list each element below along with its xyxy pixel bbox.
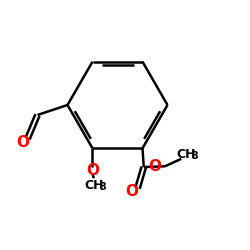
- Text: CH: CH: [84, 178, 104, 192]
- Text: O: O: [126, 184, 138, 199]
- Text: 3: 3: [191, 151, 198, 161]
- Text: O: O: [16, 135, 30, 150]
- Text: O: O: [148, 159, 161, 174]
- Text: 3: 3: [99, 182, 106, 192]
- Text: CH: CH: [176, 148, 196, 161]
- Text: O: O: [86, 163, 99, 178]
